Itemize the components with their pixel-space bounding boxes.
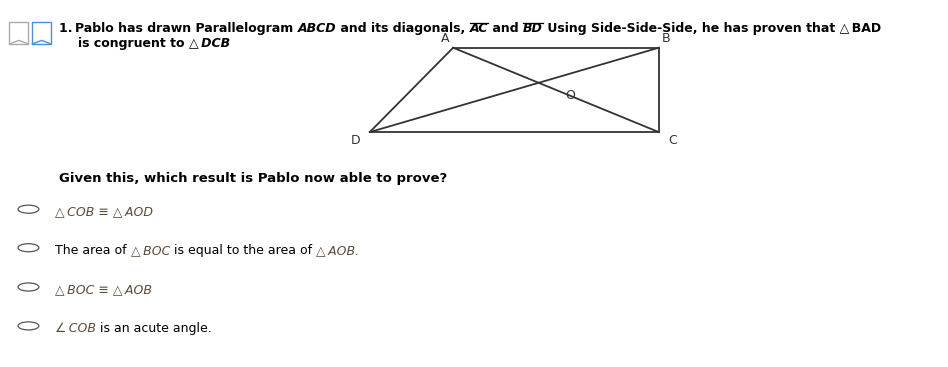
- Text: D: D: [351, 134, 360, 147]
- Text: and its diagonals,: and its diagonals,: [336, 22, 469, 35]
- Text: ABCD: ABCD: [298, 22, 336, 35]
- Text: and: and: [488, 22, 523, 35]
- Text: is congruent to: is congruent to: [78, 37, 189, 50]
- Text: C: C: [668, 134, 677, 147]
- Text: Using Side-Side-Side, he has proven that △ BAD: Using Side-Side-Side, he has proven that…: [543, 22, 881, 35]
- FancyBboxPatch shape: [9, 22, 28, 44]
- Text: is an acute angle.: is an acute angle.: [96, 322, 211, 335]
- FancyBboxPatch shape: [32, 22, 51, 44]
- Text: O: O: [565, 89, 575, 102]
- Text: △ DCB: △ DCB: [189, 37, 229, 50]
- Text: A: A: [442, 32, 449, 45]
- Text: △ BOC: △ BOC: [131, 244, 170, 257]
- Text: 1.: 1.: [59, 22, 75, 35]
- Text: Given this, which result is Pablo now able to prove?: Given this, which result is Pablo now ab…: [59, 172, 447, 185]
- Text: △ COB ≡ △ AOD: △ COB ≡ △ AOD: [55, 206, 153, 218]
- Text: △ BOC ≡ △ AOB: △ BOC ≡ △ AOB: [55, 283, 152, 296]
- Text: The area of: The area of: [55, 244, 131, 257]
- Text: is equal to the area of: is equal to the area of: [170, 244, 316, 257]
- Text: ∠ COB: ∠ COB: [55, 322, 96, 335]
- Text: AC: AC: [469, 22, 488, 35]
- Text: Pablo has drawn Parallelogram: Pablo has drawn Parallelogram: [75, 22, 298, 35]
- Text: △ AOB.: △ AOB.: [316, 244, 359, 257]
- Text: B: B: [662, 32, 671, 45]
- Text: BD: BD: [523, 22, 543, 35]
